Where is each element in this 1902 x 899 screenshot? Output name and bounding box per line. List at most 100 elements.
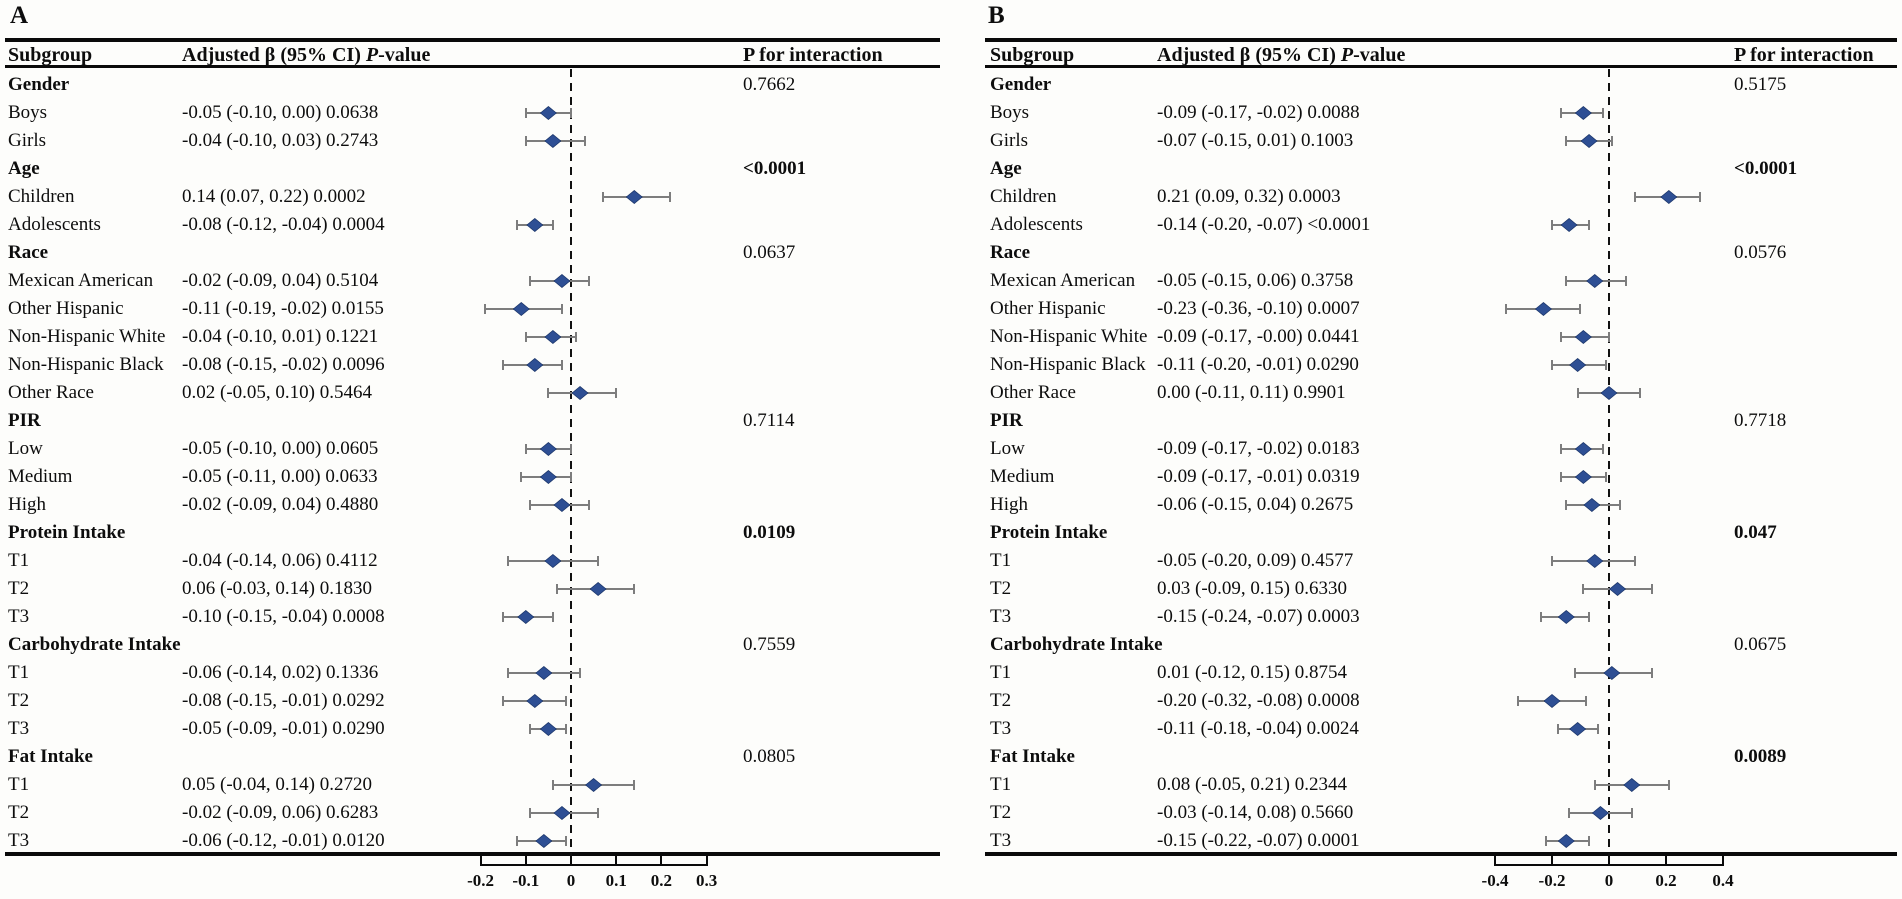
error-bar-cap-left <box>1559 472 1562 482</box>
forest-diamond-fill <box>540 471 556 483</box>
error-bar-cap-right <box>588 500 591 510</box>
forest-diamond-fill <box>1575 443 1591 455</box>
p-interaction-value: 0.7662 <box>743 74 796 95</box>
error-bar-cap-left <box>551 780 554 790</box>
x-axis-tick-label: 0 <box>1604 871 1614 890</box>
forest-diamond <box>1574 330 1592 344</box>
estimate-text: -0.05 (-0.10, 0.00) 0.0638 <box>182 102 379 123</box>
subgroup-row-label: T1 <box>990 550 1012 571</box>
forest-diamond-fill <box>540 723 556 735</box>
forest-diamond-fill <box>540 107 556 119</box>
estimate-text: -0.06 (-0.14, 0.02) 0.1336 <box>182 662 379 683</box>
estimate-text: -0.08 (-0.15, -0.01) 0.0292 <box>182 690 385 711</box>
p-interaction-value: <0.0001 <box>1734 158 1798 179</box>
forest-diamond <box>1623 778 1641 792</box>
estimate-text: -0.14 (-0.20, -0.07) <0.0001 <box>1157 214 1371 235</box>
subgroup-row-label: T2 <box>990 802 1012 823</box>
estimate-text: -0.05 (-0.10, 0.00) 0.0605 <box>182 438 379 459</box>
error-bar-cap-right <box>588 276 591 286</box>
error-bar-cap-right <box>1699 192 1702 202</box>
group-row-label: PIR <box>990 410 1023 431</box>
subgroup-row-label: T3 <box>990 830 1012 851</box>
estimate-text: -0.06 (-0.12, -0.01) 0.0120 <box>182 830 385 851</box>
error-bar-cap-left <box>515 220 518 230</box>
error-bar-cap-left <box>1565 276 1568 286</box>
group-row-label: Protein Intake <box>990 522 1108 543</box>
subgroup-row-label: Boys <box>990 102 1030 123</box>
error-bar-cap-left <box>601 192 604 202</box>
x-axis-tick <box>660 856 663 864</box>
estimate-column-header-text: P <box>365 44 379 66</box>
error-bar-cap-left <box>1545 836 1548 846</box>
group-row-label: Age <box>990 158 1022 179</box>
estimate-text: -0.08 (-0.15, -0.02) 0.0096 <box>182 354 385 375</box>
forest-diamond <box>517 610 535 624</box>
forest-diamond <box>1574 470 1592 484</box>
forest-diamond <box>589 582 607 596</box>
panel-label: B <box>988 2 1005 29</box>
estimate-text: -0.11 (-0.20, -0.01) 0.0290 <box>1157 354 1359 375</box>
subgroup-row-label: T3 <box>8 606 30 627</box>
subgroup-row-label: Other Race <box>8 382 94 403</box>
estimate-text: 0.01 (-0.12, 0.15) 0.8754 <box>1157 662 1347 683</box>
forest-diamond <box>1660 190 1678 204</box>
error-bar-cap-left <box>1576 388 1579 398</box>
subgroup-row-label: High <box>8 494 46 515</box>
forest-diamond-fill <box>527 219 543 231</box>
error-bar-cap-left <box>502 360 505 370</box>
forest-diamond-fill <box>545 135 561 147</box>
error-bar-cap-left <box>524 136 527 146</box>
error-bar-cap-right <box>1588 836 1591 846</box>
error-bar-cap-right <box>1605 472 1608 482</box>
error-bar-cap-left <box>524 332 527 342</box>
estimate-column-header-text: Adjusted β (95% CI) <box>1157 44 1341 66</box>
forest-diamond-fill <box>540 443 556 455</box>
p-interaction-value: 0.0089 <box>1734 746 1787 767</box>
forest-diamond-fill <box>545 331 561 343</box>
subgroup-row-label: Other Hispanic <box>990 298 1106 319</box>
estimate-text: -0.05 (-0.11, 0.00) 0.0633 <box>182 466 378 487</box>
subgroup-row-label: T2 <box>990 578 1012 599</box>
forest-diamond-fill <box>1544 695 1560 707</box>
subgroup-row-label: Children <box>990 186 1057 207</box>
error-bar-cap-left <box>515 836 518 846</box>
forest-diamond <box>539 106 557 120</box>
subgroup-row-label: T1 <box>8 774 30 795</box>
error-bar-cap-left <box>1551 556 1553 566</box>
error-bar-cap-left <box>1539 612 1542 622</box>
estimate-text: -0.20 (-0.32, -0.08) 0.0008 <box>1157 690 1360 711</box>
error-bar-cap-right <box>1650 584 1653 594</box>
error-bar-cap-left <box>1551 220 1553 230</box>
forest-diamond-fill <box>554 807 570 819</box>
table-bottom-rule <box>5 852 940 856</box>
forest-diamond <box>1583 498 1601 512</box>
error-bar-cap-left <box>1593 780 1596 790</box>
forest-diamond-fill <box>590 583 606 595</box>
p-interaction-value: 0.7559 <box>743 634 796 655</box>
subgroup-row-label: T2 <box>8 578 30 599</box>
x-axis-tick <box>1608 856 1610 864</box>
subgroup-row-label: Children <box>8 186 75 207</box>
error-bar-cap-right <box>1588 612 1591 622</box>
forest-diamond-fill <box>1584 499 1600 511</box>
forest-diamond-fill <box>1604 667 1620 679</box>
subgroup-row-label: T1 <box>8 662 30 683</box>
x-axis-tick-label: 0.2 <box>1655 871 1677 890</box>
estimate-text: -0.05 (-0.15, 0.06) 0.3758 <box>1157 270 1354 291</box>
forest-diamond <box>526 218 544 232</box>
subgroup-row-label: T1 <box>990 774 1012 795</box>
x-axis-tick-label: -0.2 <box>467 871 495 890</box>
forest-diamond <box>544 330 562 344</box>
subgroup-row-label: Mexican American <box>990 270 1136 291</box>
x-axis-tick <box>570 856 572 864</box>
forest-diamond <box>526 358 544 372</box>
error-bar-cap-right <box>669 192 672 202</box>
forest-diamond-fill <box>1558 611 1574 623</box>
forest-diamond-fill <box>586 779 602 791</box>
estimate-text: -0.03 (-0.14, 0.08) 0.5660 <box>1157 802 1354 823</box>
error-bar-cap-right <box>551 612 554 622</box>
estimate-text: -0.11 (-0.19, -0.02) 0.0155 <box>182 298 384 319</box>
error-bar-cap-right <box>1625 276 1628 286</box>
forest-diamond <box>1574 442 1592 456</box>
table-top-rule <box>985 38 1897 42</box>
